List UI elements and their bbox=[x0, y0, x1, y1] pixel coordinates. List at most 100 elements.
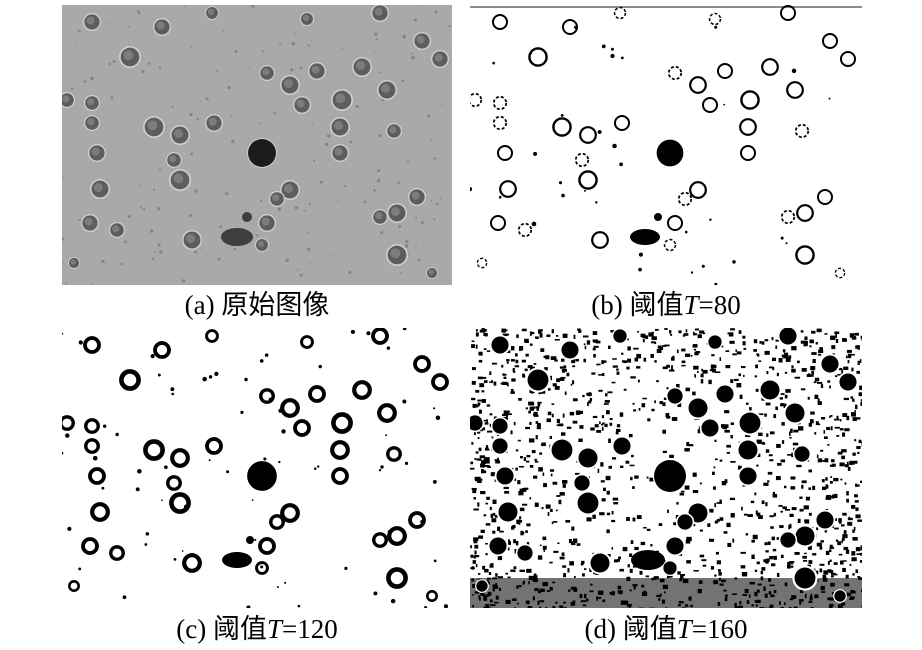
droplet-ring bbox=[413, 355, 431, 373]
speck bbox=[127, 25, 130, 28]
noise-speck bbox=[594, 424, 599, 428]
speck bbox=[341, 47, 344, 50]
speck bbox=[104, 261, 106, 264]
noise-speck bbox=[840, 478, 843, 481]
noise-speck bbox=[740, 551, 746, 554]
noise-speck bbox=[714, 458, 718, 461]
noise-speck bbox=[525, 530, 528, 533]
noise-speck bbox=[519, 569, 525, 573]
noise-speck bbox=[855, 547, 861, 552]
noise-speck bbox=[510, 346, 515, 351]
noise-speck bbox=[514, 353, 518, 357]
droplet-ring bbox=[613, 114, 631, 132]
noise-speck bbox=[844, 482, 847, 485]
speck bbox=[610, 47, 614, 51]
noise-speck bbox=[612, 457, 617, 460]
droplet bbox=[517, 545, 533, 561]
droplet-ring bbox=[613, 6, 627, 20]
speck bbox=[415, 217, 417, 220]
noise-speck bbox=[539, 468, 543, 471]
droplet bbox=[666, 537, 684, 555]
noise-speck bbox=[511, 526, 515, 530]
droplet-ring bbox=[470, 92, 483, 108]
noise-speck bbox=[501, 364, 504, 368]
speck bbox=[217, 257, 221, 261]
noise-speck bbox=[849, 563, 852, 567]
noise-speck bbox=[817, 353, 822, 356]
noise-speck bbox=[470, 467, 475, 470]
noise-speck bbox=[773, 414, 777, 419]
noise-speck bbox=[634, 357, 639, 362]
speck bbox=[435, 415, 441, 420]
speck bbox=[244, 377, 248, 382]
speck bbox=[171, 392, 175, 396]
speck bbox=[260, 200, 263, 203]
noise-speck bbox=[482, 565, 486, 570]
noise-speck bbox=[604, 400, 610, 403]
speck bbox=[299, 66, 303, 70]
noise-speck bbox=[763, 559, 768, 563]
speck bbox=[411, 55, 415, 60]
noise-speck bbox=[754, 375, 758, 378]
noise-speck bbox=[756, 453, 761, 458]
noise-speck bbox=[855, 569, 859, 574]
noise-speck bbox=[640, 333, 646, 338]
noise-speck bbox=[769, 431, 775, 435]
droplet-ring bbox=[663, 238, 677, 252]
noise-speck bbox=[808, 422, 812, 427]
speck bbox=[374, 32, 378, 37]
noise-speck bbox=[504, 490, 510, 494]
noise-speck bbox=[831, 572, 836, 576]
droplet-center bbox=[70, 259, 76, 265]
speck bbox=[157, 207, 161, 211]
speck bbox=[373, 189, 376, 192]
noise-speck bbox=[855, 484, 860, 487]
noise-speck bbox=[724, 410, 730, 414]
noise-speck bbox=[513, 539, 517, 544]
noise-speck bbox=[563, 365, 567, 369]
droplet-center bbox=[207, 8, 215, 16]
noise-speck bbox=[603, 403, 609, 405]
noise-speck bbox=[534, 460, 539, 463]
noise-speck bbox=[790, 476, 796, 480]
noise-speck bbox=[736, 351, 742, 355]
noise-speck bbox=[562, 565, 567, 568]
noise-speck bbox=[649, 477, 654, 482]
speck bbox=[233, 247, 237, 251]
noise-speck bbox=[596, 429, 602, 433]
noise-speck bbox=[824, 458, 829, 463]
noise-speck bbox=[841, 540, 843, 544]
noise-speck bbox=[860, 335, 862, 339]
noise-speck bbox=[769, 515, 775, 518]
noise-speck bbox=[855, 507, 858, 512]
speck bbox=[601, 44, 606, 49]
speck bbox=[420, 5, 422, 7]
noise-speck bbox=[573, 334, 576, 339]
noise-speck bbox=[787, 561, 791, 566]
speck bbox=[413, 18, 417, 22]
noise-speck bbox=[593, 354, 596, 358]
speck bbox=[785, 242, 788, 245]
noise-speck bbox=[735, 349, 738, 352]
noise-speck bbox=[592, 348, 596, 351]
noise-speck bbox=[766, 370, 769, 375]
noise-speck bbox=[845, 574, 849, 579]
noise-speck bbox=[854, 332, 859, 336]
noise-speck bbox=[632, 517, 636, 522]
speck bbox=[112, 60, 116, 64]
noise-speck bbox=[483, 380, 488, 383]
droplet-ring bbox=[331, 412, 353, 434]
noise-speck bbox=[629, 553, 633, 557]
speck bbox=[380, 231, 384, 235]
noise-speck bbox=[809, 339, 814, 344]
noise-speck bbox=[588, 392, 591, 397]
noise-speck bbox=[634, 546, 639, 551]
noise-speck bbox=[808, 560, 813, 564]
noise-speck bbox=[849, 333, 855, 338]
noise-speck bbox=[539, 452, 543, 455]
noise-speck bbox=[518, 346, 524, 351]
noise-speck bbox=[747, 514, 753, 517]
noise-speck bbox=[789, 436, 792, 439]
noise-speck bbox=[797, 518, 801, 523]
noise-speck bbox=[623, 361, 628, 364]
